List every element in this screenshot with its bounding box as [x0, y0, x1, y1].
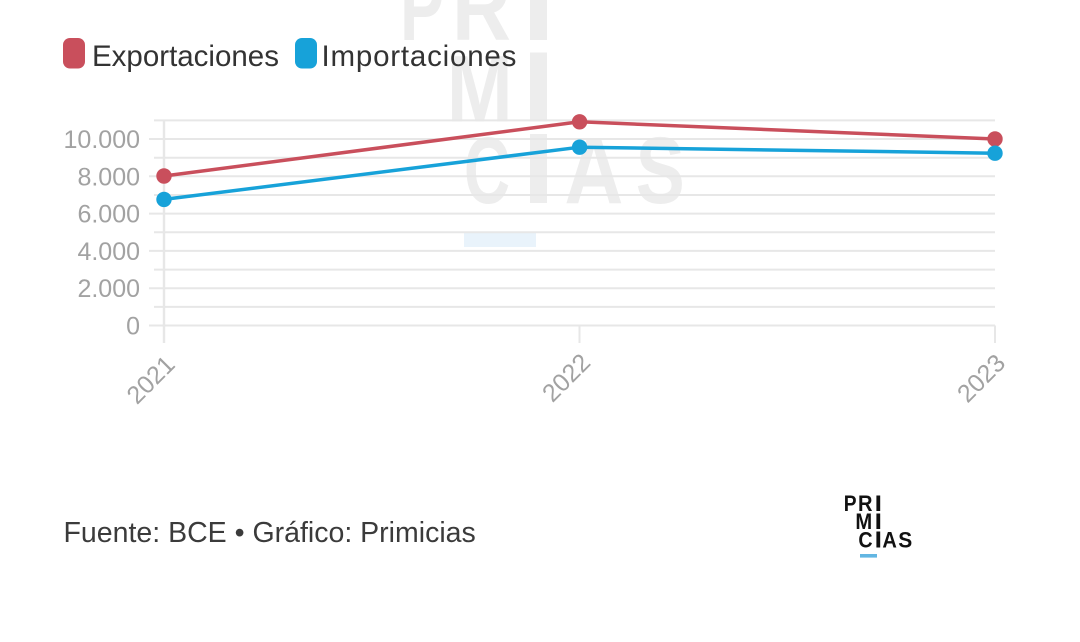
svg-text:M: M [855, 509, 872, 534]
svg-text:6.000: 6.000 [77, 201, 140, 229]
svg-text:2021: 2021 [121, 350, 180, 409]
svg-text:2023: 2023 [952, 349, 1011, 408]
svg-text:C: C [858, 528, 872, 553]
svg-text:8.000: 8.000 [77, 163, 140, 191]
svg-text:Exportaciones: Exportaciones [92, 40, 279, 73]
svg-text:2.000: 2.000 [77, 275, 140, 303]
svg-text:4.000: 4.000 [77, 238, 140, 266]
svg-text:0: 0 [126, 313, 140, 341]
svg-text:P: P [400, 0, 444, 61]
svg-text:P: P [844, 491, 857, 516]
svg-text:R: R [858, 491, 873, 516]
svg-text:R: R [452, 0, 511, 61]
svg-text:A: A [564, 118, 623, 224]
svg-text:Importaciones: Importaciones [322, 40, 518, 73]
svg-text:2022: 2022 [537, 348, 596, 407]
svg-text:M: M [447, 37, 513, 143]
svg-text:A: A [882, 528, 897, 553]
svg-text:10.000: 10.000 [64, 126, 140, 154]
svg-text:S: S [898, 528, 912, 553]
svg-text:Fuente: BCE • Gráfico: Primici: Fuente: BCE • Gráfico: Primicias [64, 517, 476, 549]
svg-text:S: S [636, 118, 685, 224]
